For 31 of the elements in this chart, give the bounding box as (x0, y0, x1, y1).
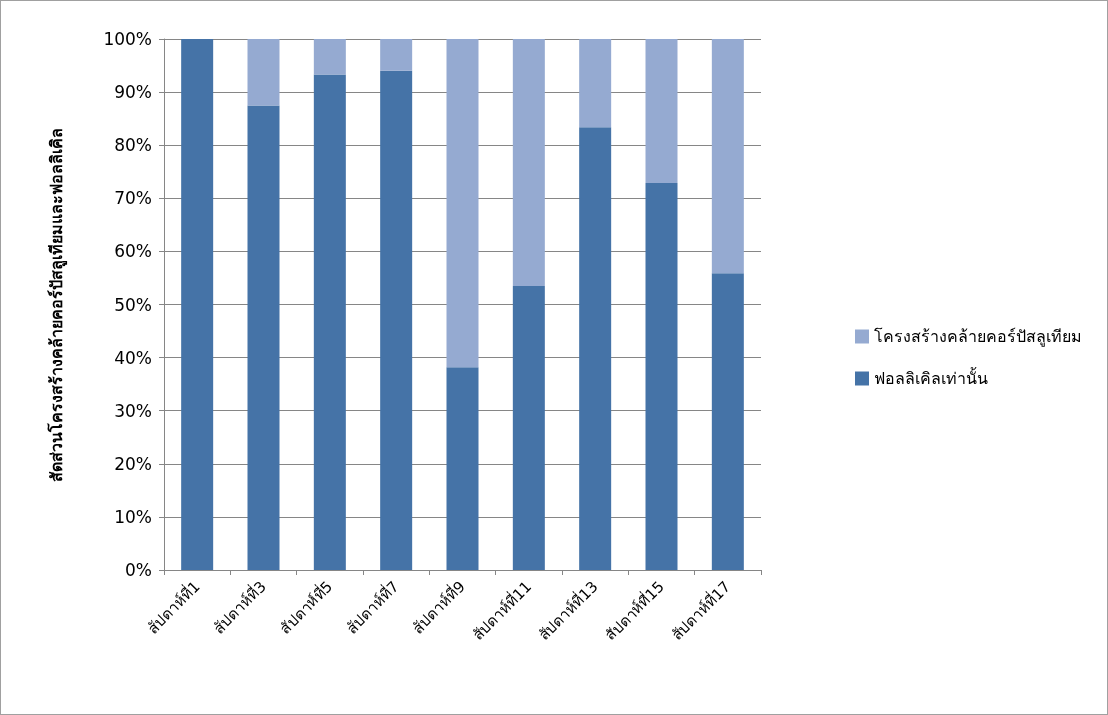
y-tick-label: 0% (125, 560, 152, 580)
bar (711, 273, 744, 570)
bar (247, 39, 280, 106)
bar (380, 39, 413, 71)
y-tick-label: 30% (114, 400, 152, 421)
bar (645, 39, 678, 183)
bar (380, 70, 413, 570)
y-tick-label: 100% (103, 29, 152, 49)
y-tick-label: 40% (114, 347, 152, 368)
bar (711, 39, 744, 274)
bar (313, 39, 346, 75)
bar (512, 39, 545, 286)
bar (645, 182, 678, 570)
y-tick-label: 70% (114, 188, 152, 209)
bar (579, 39, 612, 128)
y-tick-label: 60% (114, 241, 152, 262)
bar (512, 285, 545, 570)
y-tick-label: 80% (114, 135, 152, 156)
bar (247, 105, 280, 570)
bar (446, 367, 479, 570)
legend-label: โครงสร้างคล้ายคอร์ปัสลูเทียม (874, 327, 1082, 347)
bar (579, 127, 612, 570)
y-tick-label: 20% (114, 453, 152, 474)
y-tick-label: 90% (114, 82, 152, 103)
legend-label: ฟอลลิเคิลเท่านั้น (874, 367, 988, 388)
y-axis-title: สัดส่วนโครงสร้างคล้ายคอร์ปัสลูเทียมและฟอลลิเคิล (45, 127, 68, 482)
bar (446, 39, 479, 368)
y-tick-label: 10% (114, 506, 152, 527)
bar (313, 74, 346, 570)
bar (181, 39, 214, 570)
y-tick-label: 50% (114, 294, 152, 315)
